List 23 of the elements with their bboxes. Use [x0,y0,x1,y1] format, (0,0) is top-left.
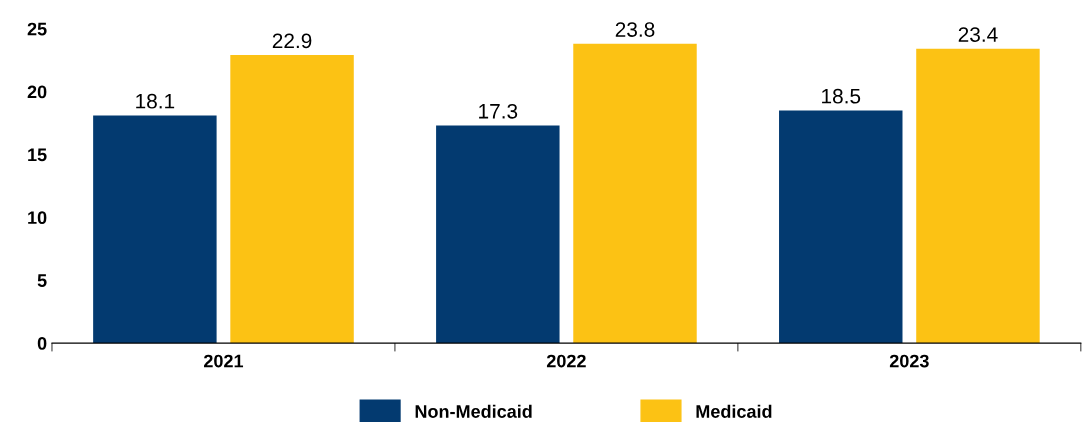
y-tick-label: 15 [28,148,47,162]
bar [230,55,354,344]
data-label: 22.9 [272,33,312,49]
data-label: 18.1 [136,93,175,109]
data-label: 23.4 [958,27,998,42]
bar [573,43,697,344]
y-tick-label: 0 [37,337,47,350]
y-tick-label: 10 [28,211,47,225]
x-tick-label: 2022 [546,354,586,368]
data-label: 18.5 [822,88,861,104]
legend-label: Non-Medicaid [415,404,532,418]
x-tick-label: 2021 [204,354,244,368]
y-tick-label: 5 [37,274,47,287]
legend-label: Medicaid [696,404,772,418]
bar [93,115,217,344]
bar [436,125,560,344]
x-tick-label: 2023 [889,354,929,368]
bar [779,110,903,344]
bar [916,48,1040,344]
y-tick-label: 20 [27,85,47,99]
y-tick-label: 25 [27,22,47,36]
data-label: 17.3 [479,103,518,119]
data-label: 23.8 [615,22,655,37]
